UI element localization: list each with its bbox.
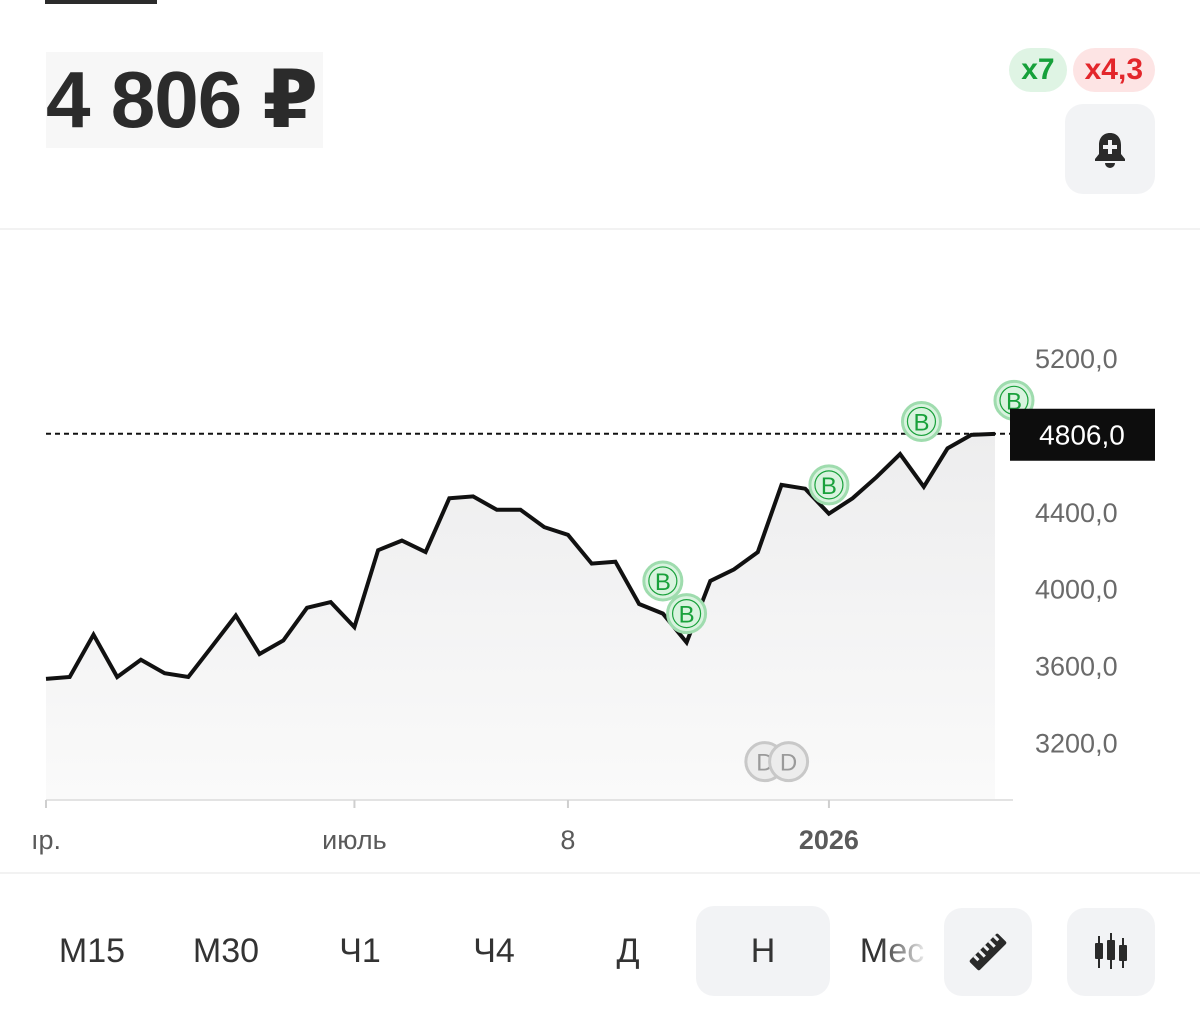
timeframe-4[interactable]: Д — [616, 932, 640, 970]
dividend-marker[interactable]: D — [768, 741, 810, 783]
svg-text:D: D — [780, 750, 797, 777]
current-price: 4 806 ₽ — [46, 52, 324, 148]
chart-type-button[interactable] — [1067, 908, 1155, 996]
timeframe-2[interactable]: Ч1 — [339, 932, 381, 970]
current-price-tag: 4806,0 — [1010, 408, 1155, 461]
y-tick-label: 5200,0 — [1035, 344, 1118, 374]
header-divider — [0, 228, 1200, 230]
svg-text:B: B — [1006, 388, 1022, 415]
y-tick-label: 4000,0 — [1035, 575, 1118, 605]
svg-text:B: B — [655, 569, 671, 596]
bell-plus-icon — [1095, 133, 1125, 168]
buy-marker[interactable]: B — [642, 560, 684, 602]
svg-text:B: B — [913, 409, 929, 436]
chart-divider — [0, 872, 1200, 874]
svg-text:4806,0: 4806,0 — [1039, 420, 1125, 451]
timeframe-5[interactable]: Н — [696, 906, 830, 996]
x-tick-label: 2026 — [799, 825, 859, 855]
timeframe-1[interactable]: М30 — [192, 932, 260, 970]
x-tick-label: 8 — [560, 825, 575, 855]
y-tick-label: 3600,0 — [1035, 651, 1118, 681]
y-tick-label: 4400,0 — [1035, 498, 1118, 528]
add-price-alert-button[interactable] — [1065, 104, 1155, 194]
leverage-long-badge[interactable]: x7 — [1009, 48, 1067, 92]
chart-area-fill — [46, 433, 995, 800]
buy-marker[interactable]: B — [808, 464, 850, 506]
buy-marker[interactable]: B — [666, 593, 708, 635]
candlestick-icon — [1095, 933, 1127, 969]
price-line — [45, 431, 996, 681]
ruler-tool-button[interactable] — [944, 908, 1032, 996]
badges: x7 x4,3 — [1009, 48, 1155, 92]
chart-canvas[interactable]: ıр. июль 8 2026 3200,0 3600,0 4000,0 4400,0 5200… — [0, 230, 1200, 870]
svg-text:B: B — [679, 602, 695, 629]
x-tick-label: июль — [322, 825, 387, 855]
timeframe-0[interactable]: М15 — [58, 932, 126, 970]
ruler-icon — [969, 933, 1007, 971]
timeframe-fade — [880, 906, 942, 996]
x-tick-label: ıр. — [31, 825, 61, 855]
timeframe-bar: МесНДЧ4Ч1М30М15 — [0, 906, 1200, 998]
y-tick-label: 3200,0 — [1035, 728, 1118, 758]
timeframe-3[interactable]: Ч4 — [473, 932, 515, 970]
price-chart[interactable]: ıр. июль 8 2026 3200,0 3600,0 4000,0 4400,0 5200… — [0, 230, 1200, 870]
top-tab-indicator — [45, 0, 157, 4]
leverage-short-badge[interactable]: x4,3 — [1072, 48, 1155, 92]
svg-text:B: B — [821, 473, 837, 500]
buy-marker[interactable]: B — [900, 400, 942, 442]
